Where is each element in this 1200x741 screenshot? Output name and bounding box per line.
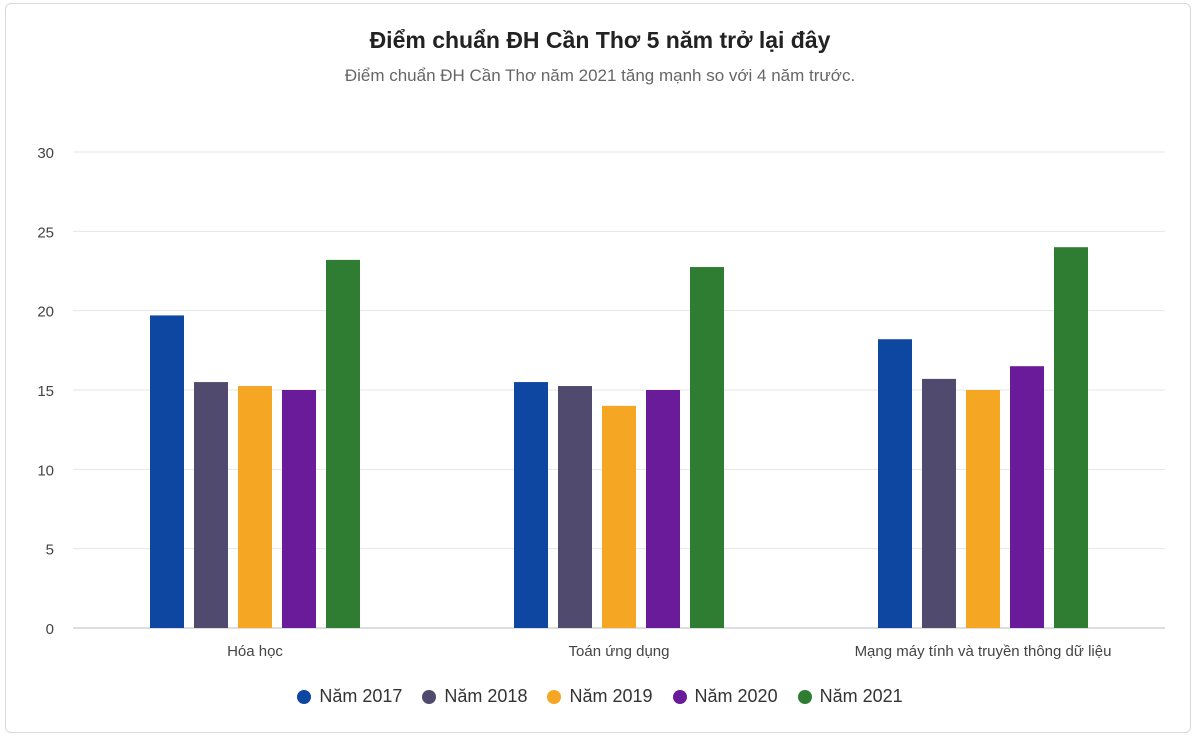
bar (602, 405, 636, 628)
y-tick-label: 5 (46, 542, 54, 559)
y-tick-label: 25 (37, 224, 54, 241)
chart-subtitle: Điểm chuẩn ĐH Cần Thơ năm 2021 tăng mạnh… (344, 66, 856, 85)
chart-legend: Năm 2017 Năm 2018 Năm 2019 Năm 2020 Năm 2021 (0, 686, 1200, 707)
y-tick-label: 0 (46, 621, 54, 638)
bar (966, 390, 1000, 628)
bar (646, 390, 680, 628)
bar (326, 259, 360, 628)
y-tick-label: 30 (37, 145, 54, 162)
legend-swatch (297, 689, 312, 704)
bar (1010, 366, 1044, 628)
y-tick-label: 10 (37, 462, 54, 479)
x-category-label: Toán ứng dụng (569, 643, 670, 660)
legend-label: Năm 2019 (569, 686, 653, 706)
legend-label: Năm 2018 (444, 686, 528, 706)
bar (1054, 247, 1088, 628)
bar (558, 386, 592, 628)
bar (194, 382, 228, 628)
legend-swatch (797, 689, 812, 704)
legend-item[interactable]: Năm 2017 (297, 686, 402, 707)
legend-swatch (672, 689, 687, 704)
legend-item[interactable]: Năm 2019 (547, 686, 653, 707)
bar (514, 382, 548, 628)
bar (150, 315, 184, 628)
y-tick-label: 15 (37, 383, 54, 400)
legend-item[interactable]: Năm 2020 (672, 686, 778, 707)
legend-swatch (547, 689, 562, 704)
x-category-label: Mạng máy tính và truyền thông dữ liệu (855, 643, 1112, 660)
legend-label: Năm 2020 (694, 686, 778, 706)
chart-title: Điểm chuẩn ĐH Cần Thơ 5 năm trở lại đây (369, 27, 831, 53)
bar (690, 267, 724, 628)
bar (922, 378, 956, 628)
legend-item[interactable]: Năm 2021 (797, 686, 903, 707)
legend-item[interactable]: Năm 2018 (422, 686, 527, 707)
bar (878, 339, 912, 628)
bar (238, 386, 272, 628)
x-category-label: Hóa học (227, 643, 283, 660)
legend-swatch (422, 689, 437, 704)
bar (282, 390, 316, 628)
y-tick-label: 20 (37, 304, 54, 321)
legend-label: Năm 2021 (819, 686, 903, 706)
legend-label: Năm 2017 (319, 686, 403, 706)
